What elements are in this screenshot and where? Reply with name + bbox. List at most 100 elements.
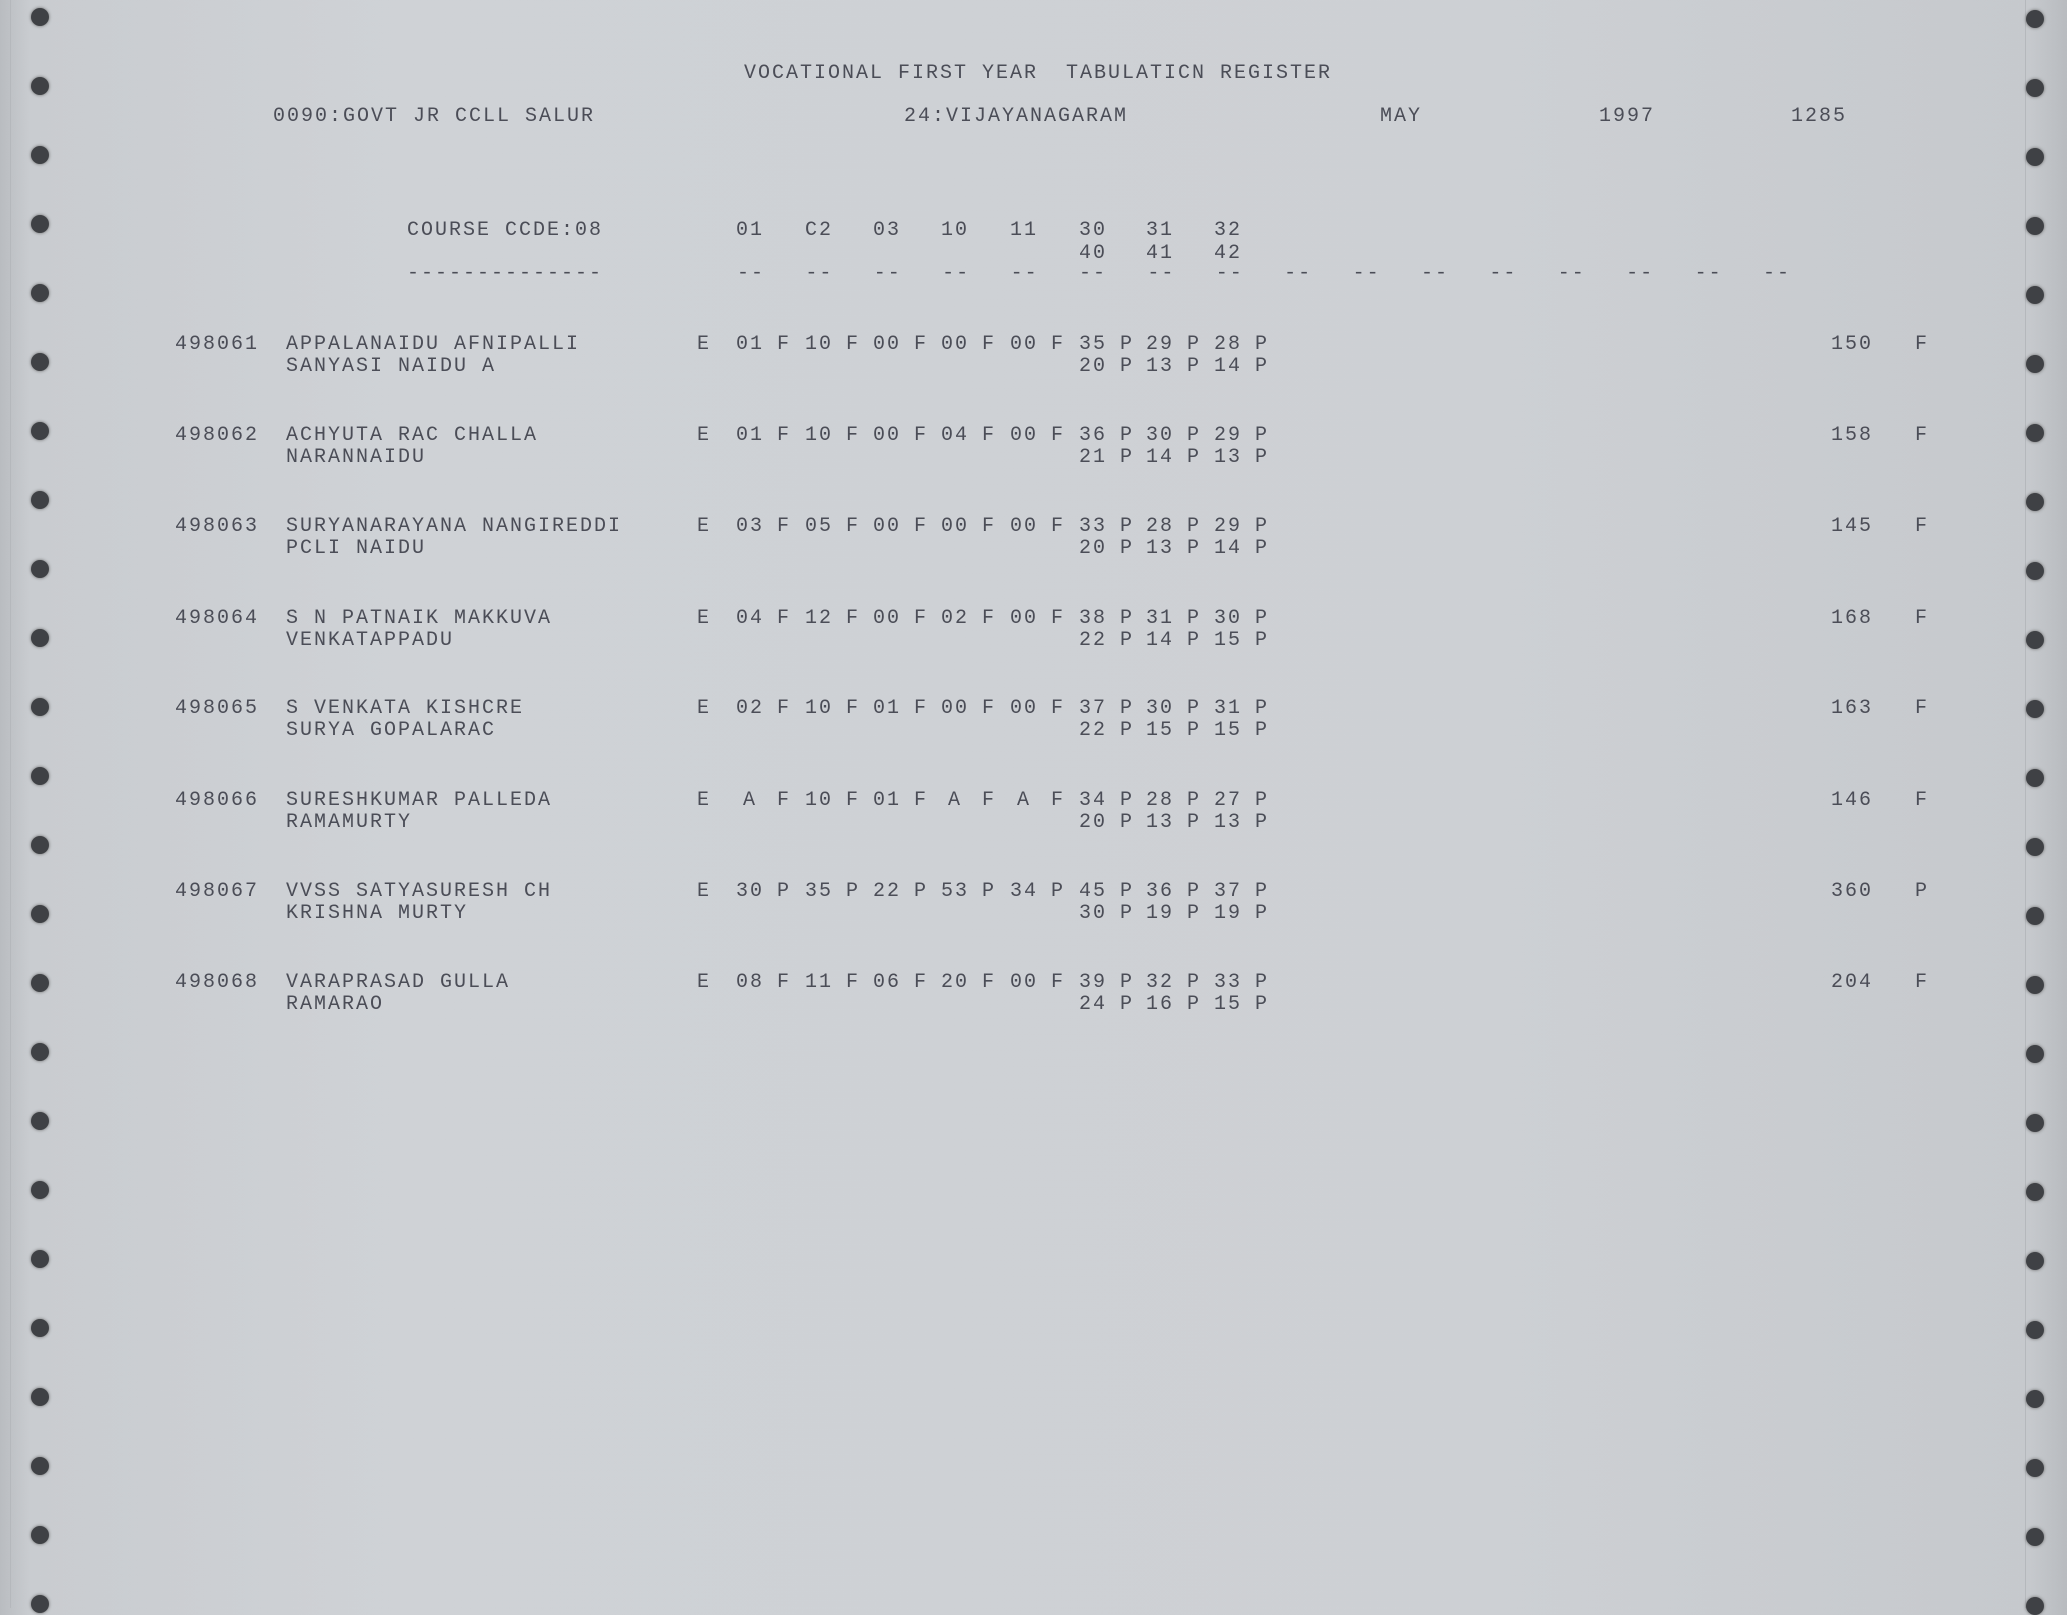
subject-mark: 15 [1213,993,1243,1016]
subject-mark: 35 [1078,333,1108,356]
column-dash: -- [1352,262,1381,285]
subject-mark: 15 [1213,719,1243,742]
subject-grade: P [1254,446,1270,469]
subject-mark: 01 [735,333,765,356]
subject-mark: 00 [1009,971,1039,994]
subject-mark: 13 [1145,537,1175,560]
tractor-hole-icon [31,1043,49,1061]
subject-grade: P [1119,607,1135,630]
subject-grade: F [1050,789,1066,812]
tractor-hole-icon [2026,493,2044,511]
subject-mark: 39 [1078,971,1108,994]
subject-mark: 00 [872,607,902,630]
medium: E [696,971,712,994]
subject-grade: P [1186,811,1202,834]
subject-grade: P [981,880,997,903]
result: P [1914,880,1930,903]
tractor-hole-icon [2026,217,2044,235]
subject-grade: F [1050,607,1066,630]
subject-grade: F [1050,515,1066,538]
subject-mark: 00 [1009,333,1039,356]
subject-mark: 30 [1078,902,1108,925]
tractor-hole-icon [2026,1597,2044,1615]
subject-grade: P [1254,789,1270,812]
column-dash: -- [1762,262,1792,285]
tractor-hole-icon [31,905,49,923]
subject-mark: 15 [1145,719,1175,742]
subject-grade: P [1186,537,1202,560]
subject-mark: 13 [1145,355,1175,378]
column-dash: -- [805,262,834,285]
subject-grade: P [1119,697,1135,720]
subject-mark: 28 [1145,789,1175,812]
subject-mark: 00 [940,697,970,720]
subject-mark: 37 [1078,697,1108,720]
tractor-hole-icon [2026,148,2044,166]
tractor-hole-icon [2026,1390,2044,1408]
subject-mark: 29 [1213,424,1243,447]
subject-grade: P [1119,446,1135,469]
college-name: 0090:GOVT JR CCLL SALUR [273,105,596,128]
student-name: S VENKATA KISHCRE [286,697,525,720]
paper-edge-left [10,0,11,1608]
subject-mark: 28 [1145,515,1175,538]
student-name-line2: RAMARAO [286,993,385,1016]
subject-grade: F [845,789,861,812]
tractor-hole-icon [31,491,49,509]
subject-mark: 30 [735,880,765,903]
subject-grade: P [1119,537,1135,560]
subject-mark: 34 [1009,880,1039,903]
subject-mark: 19 [1213,902,1243,925]
tractor-hole-icon [31,836,49,854]
column-dash: -- [1420,262,1450,285]
subject-grade: F [845,333,861,356]
tractor-hole-icon [2026,838,2044,856]
subject-code: 32 [1213,219,1243,242]
subject-mark: 22 [1078,719,1108,742]
subject-mark: 13 [1145,811,1175,834]
subject-mark: 10 [804,333,834,356]
subject-grade: P [1186,355,1202,378]
subject-mark: 33 [1213,971,1243,994]
subject-grade: P [1254,515,1270,538]
subject-grade: F [776,333,792,356]
tractor-hole-icon [2026,1252,2044,1270]
subject-mark: 36 [1145,880,1175,903]
tractor-hole-icon [31,1112,49,1130]
tractor-hole-icon [31,77,49,95]
subject-mark: 19 [1145,902,1175,925]
course-dashes: -------------- [407,262,604,285]
subject-mark: 04 [940,424,970,447]
page-number: 1285 [1791,105,1848,128]
subject-mark: 00 [1009,424,1039,447]
student-name-line2: SURYA GOPALARAC [286,719,497,742]
tractor-hole-icon [2026,1183,2044,1201]
subject-grade: P [1050,880,1066,903]
column-dash: -- [1078,262,1108,285]
subject-mark: 11 [804,971,834,994]
tractor-hole-icon [31,698,49,716]
subject-grade: P [1186,333,1202,356]
subject-code: 40 [1078,242,1108,265]
column-dash: -- [1010,262,1039,285]
subject-code: 42 [1213,242,1243,265]
column-dash: -- [736,262,766,285]
subject-mark: 01 [872,789,902,812]
subject-mark: 20 [1078,811,1108,834]
tractor-hole-icon [2026,700,2044,718]
medium: E [696,607,712,630]
subject-mark: A [1016,789,1032,812]
subject-mark: 37 [1213,880,1243,903]
subject-grade: P [1119,902,1135,925]
subject-mark: 27 [1213,789,1243,812]
subject-grade: P [1254,607,1270,630]
medium: E [696,880,712,903]
subject-mark: 36 [1078,424,1108,447]
subject-mark: 02 [735,697,765,720]
subject-code: 41 [1145,242,1175,265]
roll-number: 498066 [175,789,260,812]
subject-grade: F [776,607,792,630]
roll-number: 498067 [175,880,260,903]
subject-grade: P [1254,537,1270,560]
subject-grade: F [845,971,861,994]
